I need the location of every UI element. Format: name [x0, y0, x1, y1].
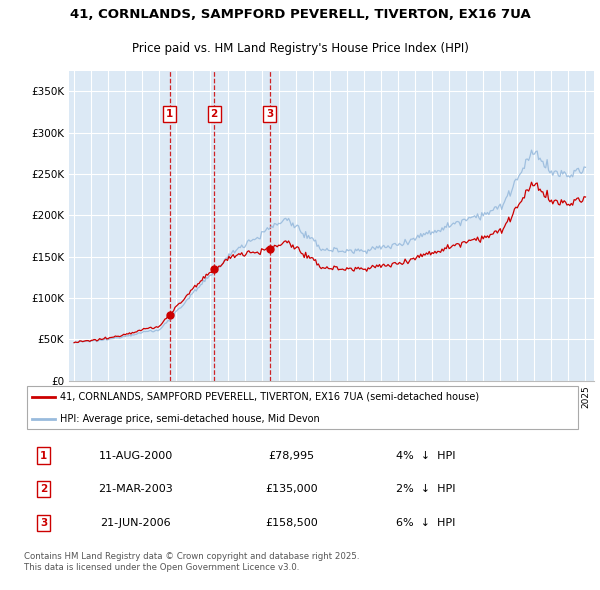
Text: 2: 2	[211, 109, 218, 119]
Text: 11-AUG-2000: 11-AUG-2000	[98, 451, 173, 461]
Text: £78,995: £78,995	[269, 451, 315, 461]
Text: £135,000: £135,000	[266, 484, 318, 494]
Text: Contains HM Land Registry data © Crown copyright and database right 2025.
This d: Contains HM Land Registry data © Crown c…	[24, 552, 359, 572]
Text: 3: 3	[266, 109, 273, 119]
Text: Price paid vs. HM Land Registry's House Price Index (HPI): Price paid vs. HM Land Registry's House …	[131, 42, 469, 55]
Text: HPI: Average price, semi-detached house, Mid Devon: HPI: Average price, semi-detached house,…	[60, 414, 320, 424]
Text: 21-MAR-2003: 21-MAR-2003	[98, 484, 173, 494]
Text: 2%  ↓  HPI: 2% ↓ HPI	[396, 484, 455, 494]
Text: £158,500: £158,500	[265, 518, 318, 528]
Text: 2: 2	[40, 484, 47, 494]
Text: 6%  ↓  HPI: 6% ↓ HPI	[396, 518, 455, 528]
Text: 1: 1	[166, 109, 173, 119]
Text: 1: 1	[40, 451, 47, 461]
Text: 41, CORNLANDS, SAMPFORD PEVERELL, TIVERTON, EX16 7UA (semi-detached house): 41, CORNLANDS, SAMPFORD PEVERELL, TIVERT…	[60, 392, 479, 402]
FancyBboxPatch shape	[27, 386, 578, 429]
Text: 41, CORNLANDS, SAMPFORD PEVERELL, TIVERTON, EX16 7UA: 41, CORNLANDS, SAMPFORD PEVERELL, TIVERT…	[70, 8, 530, 21]
Text: 21-JUN-2006: 21-JUN-2006	[100, 518, 171, 528]
Text: 3: 3	[40, 518, 47, 528]
Text: 4%  ↓  HPI: 4% ↓ HPI	[396, 451, 455, 461]
